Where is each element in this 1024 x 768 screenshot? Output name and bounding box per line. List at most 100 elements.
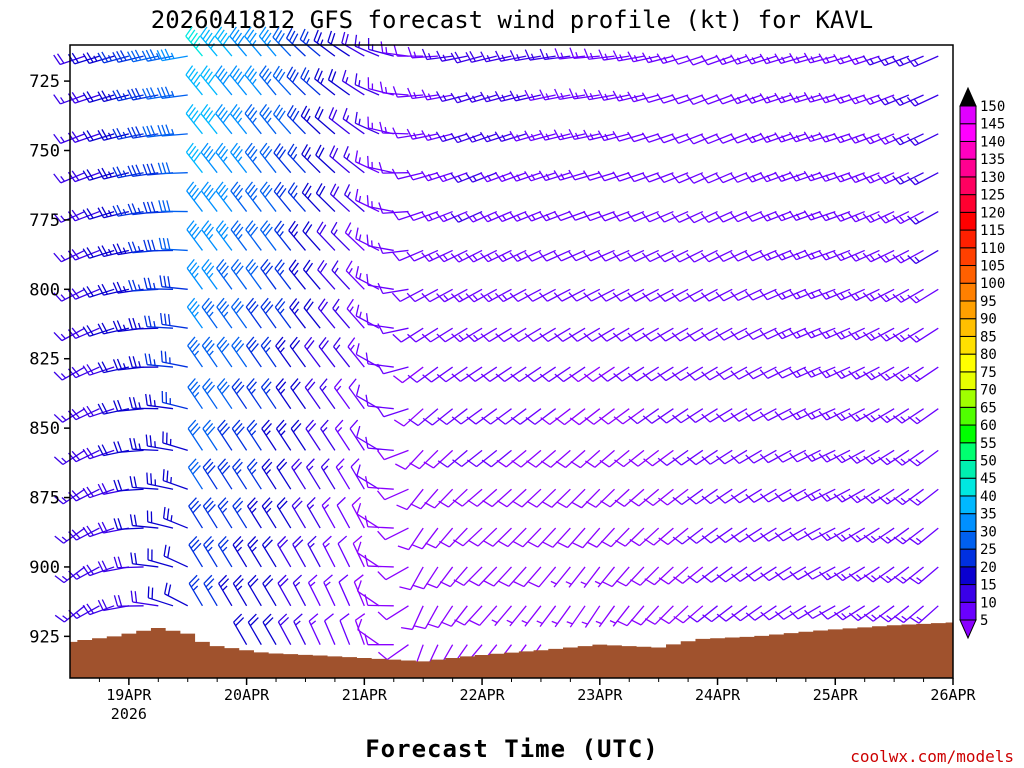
wind-barb	[452, 488, 483, 507]
wind-barb	[277, 574, 292, 607]
wind-barb	[803, 488, 836, 502]
wind-barb	[414, 605, 439, 630]
wind-barb	[745, 527, 777, 543]
wind-barb	[525, 366, 557, 383]
wind-barb	[329, 183, 351, 213]
wind-barb	[113, 595, 144, 607]
y-tick-label: 725	[29, 72, 60, 92]
x-tick-label: 23APR	[577, 686, 623, 704]
wind-barb	[215, 103, 233, 135]
colorbar-label: 60	[980, 418, 997, 434]
wind-barb	[82, 564, 115, 577]
wind-barb	[324, 613, 336, 645]
wind-barb	[657, 408, 689, 424]
wind-barb	[229, 26, 248, 57]
wind-barb	[701, 566, 733, 583]
wind-barb	[288, 220, 306, 251]
wind-barb	[848, 566, 880, 582]
colorbar-label: 80	[980, 347, 997, 363]
y-tick-label: 850	[29, 419, 60, 439]
wind-barb	[424, 488, 454, 509]
wind-barb	[892, 327, 924, 343]
wind-barb	[595, 605, 616, 628]
wind-barb	[803, 210, 836, 221]
wind-barb	[774, 488, 807, 503]
wind-barb	[469, 605, 498, 626]
y-axis: 725 750 775 800 825 850 875 900 925	[29, 72, 70, 647]
wind-barb	[315, 144, 336, 174]
wind-barb	[218, 574, 233, 607]
wind-barb	[892, 94, 924, 107]
wind-barb	[200, 65, 218, 96]
wind-barb	[201, 297, 218, 329]
colorbar-swatch	[959, 247, 977, 267]
wind-barb	[276, 497, 292, 529]
wind-barb	[245, 220, 262, 251]
wind-barb	[906, 55, 939, 68]
wind-barb	[495, 327, 527, 343]
wind-barb	[862, 94, 895, 105]
wind-barb	[481, 408, 512, 425]
wind-barb	[317, 259, 336, 290]
colorbar-label: 105	[980, 259, 1005, 275]
wind-barb	[509, 288, 542, 303]
wind-barb	[524, 49, 556, 61]
wind-barb	[744, 288, 777, 301]
wind-barb	[343, 145, 365, 174]
wind-barbs	[53, 26, 939, 670]
wind-barb	[686, 249, 718, 263]
wind-barb	[583, 48, 615, 60]
wind-barb	[162, 469, 188, 490]
wind-barb	[892, 288, 924, 303]
wind-barb	[878, 566, 910, 584]
wind-barb	[658, 527, 689, 546]
wind-barb	[160, 312, 188, 329]
wind-barb	[877, 172, 910, 185]
wind-barb	[497, 527, 527, 548]
colorbar-swatch	[959, 406, 977, 426]
wind-barb	[306, 497, 321, 529]
wind-barb	[396, 488, 424, 511]
wind-barb	[612, 210, 645, 222]
wind-barb	[818, 366, 851, 379]
wind-barb	[259, 103, 277, 135]
wind-barb	[377, 323, 409, 335]
wind-barb	[291, 497, 307, 529]
wind-barb	[656, 133, 689, 144]
wind-barb	[584, 408, 615, 425]
wind-barb	[877, 366, 910, 381]
wind-barb	[848, 605, 880, 622]
wind-barb	[818, 449, 851, 463]
wind-barb	[833, 327, 865, 340]
wind-barb	[233, 613, 248, 646]
wind-barb	[557, 527, 586, 549]
wind-barb	[304, 336, 321, 368]
x-tick-label: 25APR	[813, 686, 859, 704]
wind-barb	[892, 366, 924, 382]
wind-barb	[908, 449, 939, 467]
wind-barb	[586, 527, 615, 548]
wind-barb	[730, 408, 762, 422]
wind-barb	[686, 449, 718, 466]
wind-barb	[451, 408, 483, 425]
colorbar-label: 145	[980, 117, 1005, 133]
wind-barb	[435, 210, 468, 223]
wind-barb	[627, 327, 659, 342]
wind-barb	[848, 366, 880, 380]
wind-barb	[377, 363, 409, 375]
wind-barb	[629, 527, 660, 547]
wind-barb	[671, 133, 704, 144]
wind-barb	[113, 399, 144, 412]
wind-barb	[700, 288, 733, 302]
wind-barb	[893, 488, 924, 506]
wind-barb	[893, 605, 924, 624]
wind-barb	[201, 336, 218, 368]
wind-barb	[291, 458, 307, 490]
wind-barb	[687, 527, 718, 544]
wind-barb	[657, 449, 689, 466]
wind-barb	[774, 449, 807, 463]
wind-barb	[627, 210, 659, 223]
wind-barb	[290, 378, 307, 410]
wind-barb	[818, 488, 851, 502]
